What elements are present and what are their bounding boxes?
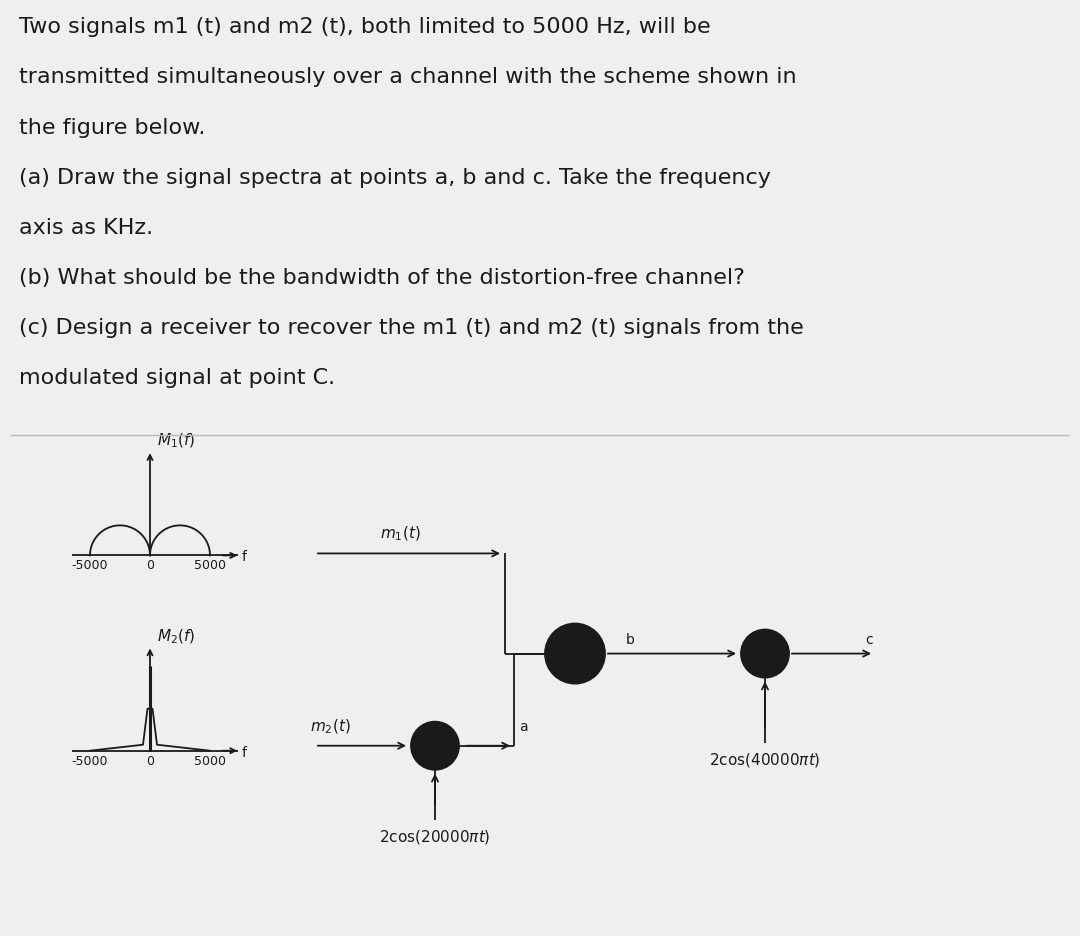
Text: 5000: 5000 (194, 754, 226, 768)
Text: $m_2(t)$: $m_2(t)$ (310, 717, 351, 736)
Text: c: c (865, 633, 873, 647)
Text: f: f (242, 746, 247, 760)
Text: f: f (242, 550, 247, 564)
Text: (c) Design a receiver to recover the m1 (t) and m2 (t) signals from the: (c) Design a receiver to recover the m1 … (19, 317, 805, 338)
Circle shape (741, 630, 789, 678)
Text: $2\cos(40000\pi t)$: $2\cos(40000\pi t)$ (710, 751, 821, 768)
Text: $\Sigma$: $\Sigma$ (568, 642, 582, 662)
Text: 5000: 5000 (194, 560, 226, 573)
Text: -5000: -5000 (71, 560, 108, 573)
Text: (b) What should be the bandwidth of the distortion-free channel?: (b) What should be the bandwidth of the … (19, 268, 745, 287)
Text: -5000: -5000 (71, 754, 108, 768)
Text: axis as KHz.: axis as KHz. (19, 217, 153, 238)
Text: $m_1(t)$: $m_1(t)$ (380, 525, 420, 544)
Text: a: a (519, 720, 528, 734)
Text: $2\cos(20000\pi t)$: $2\cos(20000\pi t)$ (379, 827, 490, 846)
Text: the figure below.: the figure below. (19, 118, 206, 138)
Text: modulated signal at point C.: modulated signal at point C. (19, 368, 336, 388)
Text: $M_2(f)$: $M_2(f)$ (157, 627, 195, 646)
Circle shape (545, 623, 605, 683)
Text: b: b (625, 633, 634, 647)
Text: 0: 0 (146, 754, 154, 768)
Text: $M_1(f)$: $M_1(f)$ (157, 431, 195, 450)
Circle shape (411, 722, 459, 769)
Text: transmitted simultaneously over a channel with the scheme shown in: transmitted simultaneously over a channe… (19, 67, 797, 87)
Text: Two signals m1 (t) and m2 (t), both limited to 5000 Hz, will be: Two signals m1 (t) and m2 (t), both limi… (19, 18, 711, 37)
Text: 0: 0 (146, 560, 154, 573)
Text: (a) Draw the signal spectra at points a, b and c. Take the frequency: (a) Draw the signal spectra at points a,… (19, 168, 771, 187)
